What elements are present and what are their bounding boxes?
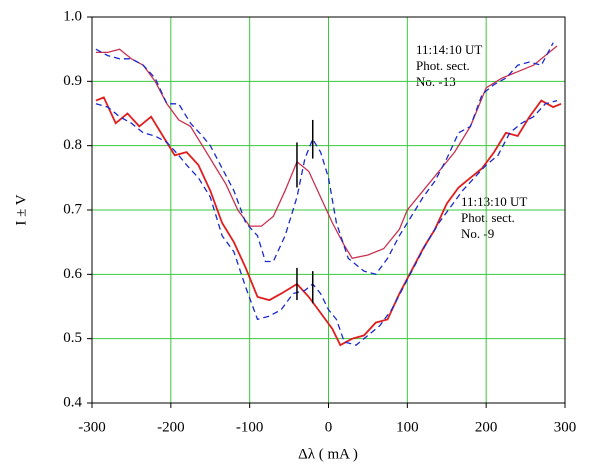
y-tick-label: 0.5 — [63, 330, 82, 346]
x-tick-label: -100 — [236, 419, 264, 435]
annotation-line: 11:13:10 UT — [461, 194, 527, 209]
y-tick-label: 0.6 — [63, 266, 82, 282]
series-line — [95, 99, 558, 346]
y-tick-label: 0.4 — [63, 394, 82, 410]
x-tick-label: 100 — [396, 419, 419, 435]
y-tick-label: 0.7 — [63, 201, 82, 217]
x-tick-label: 300 — [554, 419, 577, 435]
x-axis-label: Δλ ( mA ) — [298, 446, 358, 462]
x-tick-label: 0 — [325, 419, 333, 435]
annotation: 11:14:10 UT Phot. sect. No. -13 11:13:10… — [416, 42, 527, 241]
y-tick-label: 0.9 — [63, 73, 82, 89]
series-line — [95, 96, 562, 347]
annotation-line: 11:14:10 UT — [416, 42, 482, 57]
annotation-line: Phot. sect. — [416, 58, 470, 73]
y-tick-label: 1.0 — [63, 8, 82, 24]
y-axis-label: I ± V — [13, 194, 29, 225]
x-tick-label: -200 — [157, 419, 185, 435]
x-tick-label: 200 — [475, 419, 498, 435]
annotation-line: Phot. sect. — [461, 210, 515, 225]
series-line — [95, 42, 554, 276]
x-tick-label: -300 — [78, 419, 106, 435]
y-tick-label: 0.8 — [63, 137, 82, 153]
annotation-line: No. -9 — [461, 226, 494, 241]
plot-frame — [91, 16, 566, 404]
